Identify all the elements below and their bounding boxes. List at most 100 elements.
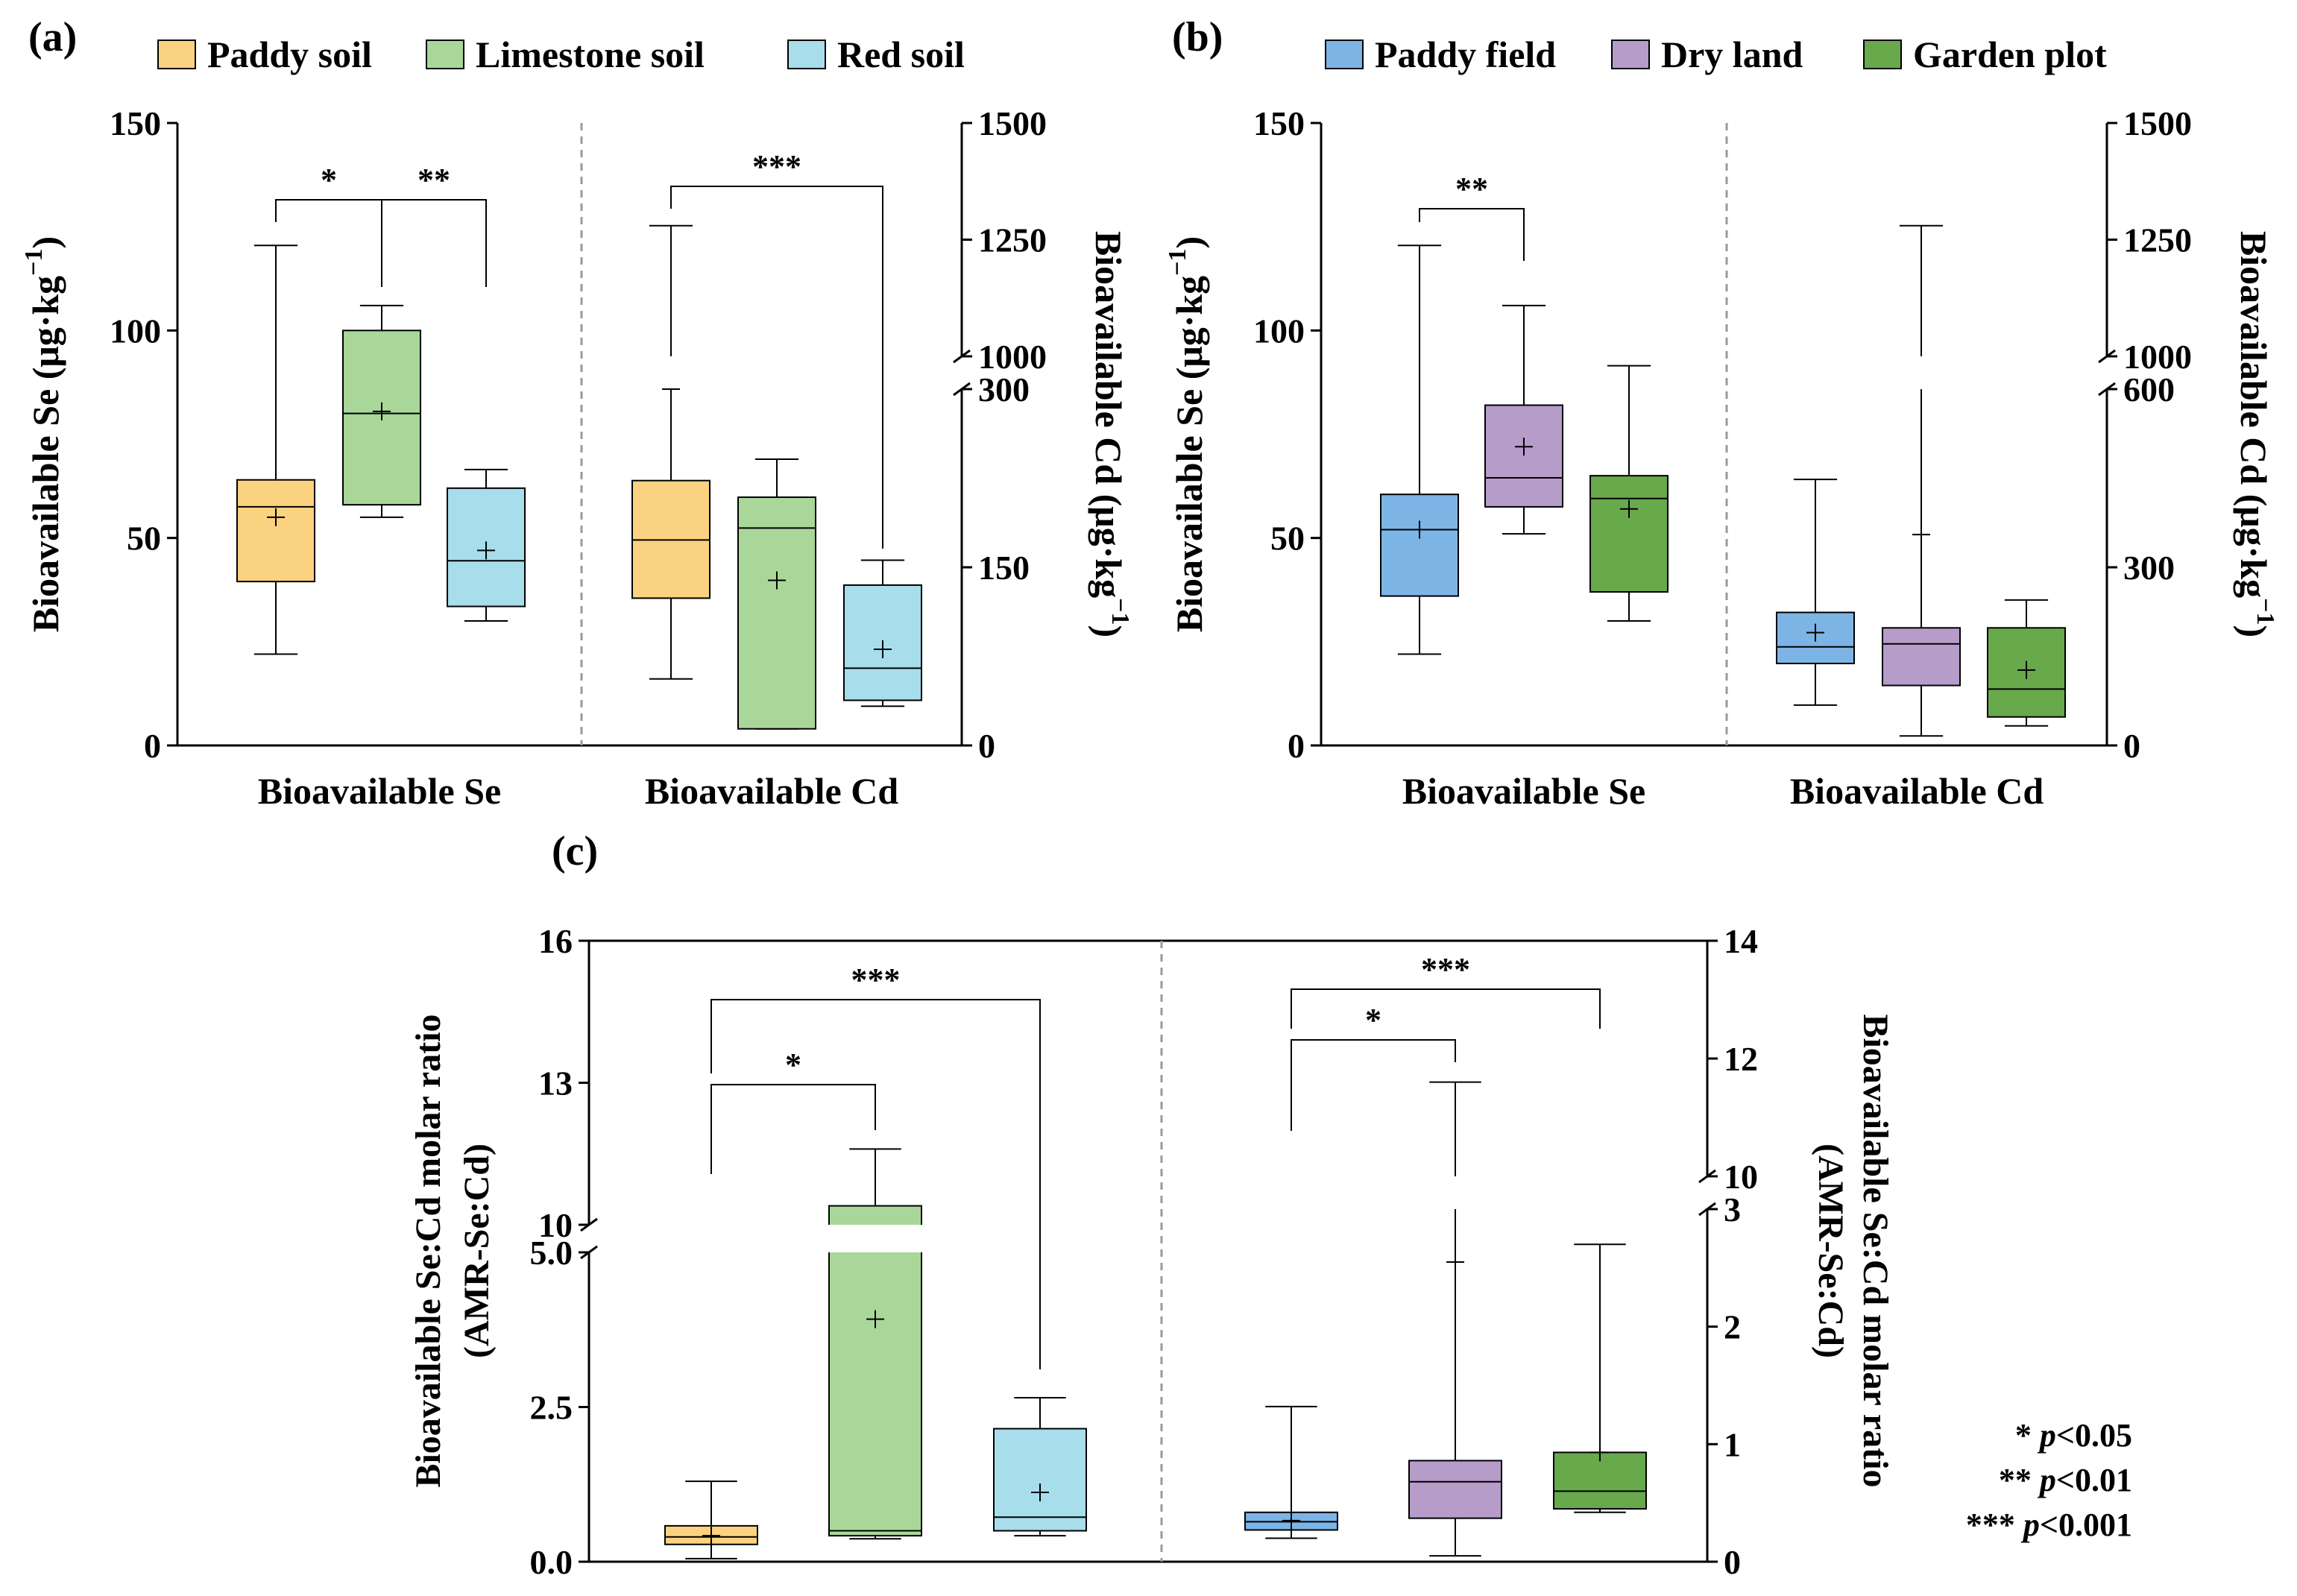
panel-a-sig-2-label: **: [418, 162, 450, 198]
pvalue-p: p: [2037, 1462, 2056, 1498]
pvalue-stars: *: [2015, 1417, 2040, 1454]
panel-c-left-tick-label: 10: [538, 1206, 573, 1244]
panel-b-whisker-break: [1918, 356, 1925, 389]
panel-a-legend-item-2-label: Red soil: [837, 34, 965, 75]
pvalue-stars: ***: [1966, 1507, 2023, 1543]
panel-c-ylabel-right-line1: Bioavailable Se:Cd molar ratio: [1856, 1014, 1895, 1487]
panel-a-right-tick-label: 0: [978, 727, 995, 765]
panel-b-ylabel-left-sup: −1: [1164, 248, 1191, 275]
panel-a-left-tick-label: 150: [110, 104, 161, 142]
panel-b-label: (b): [1172, 14, 1223, 60]
panel-b-sig-1-label: **: [1455, 171, 1488, 207]
panel-c-box-2-axis-break: [828, 1225, 922, 1252]
panel-a-left-tick-label: 0: [144, 727, 161, 765]
panel-b-legend-item-2-swatch: [1863, 40, 1902, 69]
panel-c-sig-2-label: ***: [851, 962, 901, 998]
panel-b-legend-item-0-label: Paddy field: [1375, 34, 1556, 75]
panel-a-sig-2: [381, 199, 487, 287]
panel-b-ylabel-right: Bioavailable Cd (μg·kg−1): [2233, 231, 2279, 637]
panel-c-sig-4: [1291, 988, 1601, 1029]
panel-a-right-tick-label: 300: [978, 370, 1030, 409]
panel-c-sig-4-label: ***: [1421, 951, 1470, 988]
panel-a-right-tick-label: 1000: [978, 338, 1047, 376]
panel-b-legend-item-1-label: Dry land: [1661, 34, 1803, 75]
panel-c-box-6-box: [1553, 1451, 1647, 1510]
panel-b-ylabel-left: Bioavailable Se (μg·kg−1): [1164, 236, 1210, 632]
panel-c-ylabel-left-line1: Bioavailable Se:Cd molar ratio: [409, 1014, 448, 1487]
panel-b-right-tick-label: 1250: [2123, 221, 2192, 259]
panel-b-right-tick-label: 600: [2123, 370, 2175, 409]
panel-b-legend-item-1-swatch: [1611, 40, 1650, 69]
panel-a-whisker-break: [667, 356, 675, 389]
panel-b-left-tick-label: 0: [1288, 727, 1305, 765]
pvalue-legend-item: *** p<0.001: [1966, 1507, 2132, 1543]
panel-a-ylabel-left-text: Bioavailable Se (μg·kg: [25, 276, 66, 632]
panel-c-sig-2: [710, 999, 1041, 1369]
panel-a-sig-1: [275, 199, 382, 287]
panel-a-category-label: Bioavailable Cd: [645, 770, 899, 812]
panel-b-box-2-box: [1484, 404, 1563, 508]
panel-a-ylabel-right: Bioavailable Cd (μg·kg−1): [1088, 231, 1134, 637]
pvalue-stars: **: [1999, 1462, 2040, 1498]
panel-c-ylabel-right-line2: (AMR-Se:Cd): [1811, 1144, 1850, 1358]
panel-c-left-tick-label: 0.0: [530, 1543, 573, 1581]
panel-a-ylabel-left: Bioavailable Se (μg·kg−1): [20, 236, 66, 632]
panel-a-ylabel-left-paren: ): [25, 236, 66, 249]
panel-b-ylabel-right-paren: ): [2233, 625, 2275, 638]
panel-b-category-label: Bioavailable Cd: [1790, 770, 2044, 812]
panel-a-legend-item-0-swatch: [157, 40, 196, 69]
panel-c-sig-3-label: *: [1365, 1002, 1381, 1038]
pvalue-threshold: <0.05: [2056, 1417, 2132, 1454]
panel-c-right-tick-label: 2: [1724, 1308, 1741, 1346]
panel-a-ylabel-left-sup: −1: [20, 248, 48, 275]
panel-c-box-2-box: [828, 1205, 922, 1537]
panel-c-box-3-box: [993, 1428, 1087, 1532]
panel-b-legend-item-0-swatch: [1325, 40, 1364, 69]
panel-b-box-5-box: [1882, 627, 1961, 687]
panel-c-left-tick-label: 13: [538, 1064, 573, 1103]
panel-b-box-1-box: [1380, 493, 1459, 597]
panel-b-ylabel-right-text: Bioavailable Cd (μg·kg: [2233, 231, 2275, 598]
panel-c-sig-3: [1291, 1039, 1456, 1131]
panel-b-ylabel-left-paren: ): [1168, 236, 1210, 249]
panel-c-right-tick-label: 3: [1724, 1190, 1741, 1228]
panel-a-right-tick-label: 1250: [978, 221, 1047, 259]
panel-a-legend-item-0-label: Paddy soil: [207, 34, 372, 75]
panel-b-right-tick-label: 300: [2123, 549, 2175, 587]
panel-c-left-tick-label: 5.0: [530, 1234, 573, 1272]
panel-a-ylabel-right-text: Bioavailable Cd (μg·kg: [1088, 231, 1129, 598]
pvalue-threshold: <0.001: [2040, 1507, 2132, 1543]
panel-b-right-tick-label: 1000: [2123, 338, 2192, 376]
panel-a-right-tick-label: 1500: [978, 104, 1047, 142]
panel-a-sig-1-label: *: [321, 162, 337, 198]
panel-b-ylabel-left-text: Bioavailable Se (μg·kg: [1168, 276, 1210, 632]
panel-b-ylabel-right-sup: −1: [2252, 598, 2279, 625]
panel-c-label: (c): [552, 828, 598, 874]
panel-b-legend-item-2-label: Garden plot: [1913, 34, 2107, 75]
pvalue-threshold: <0.01: [2056, 1462, 2132, 1498]
pvalue-p: p: [2020, 1507, 2040, 1543]
panel-b-right-tick-label: 1500: [2123, 104, 2192, 142]
panel-c-right-tick-label: 10: [1724, 1158, 1758, 1196]
panel-c-ylabel-left-line2: (AMR-Se:Cd): [457, 1144, 497, 1358]
panel-a-category-label: Bioavailable Se: [258, 770, 501, 812]
panel-b-box-3-box: [1589, 475, 1669, 593]
panel-c-sig-1: [710, 1084, 876, 1174]
panel-a-box-5-box: [737, 496, 816, 730]
pvalue-legend-item: ** p<0.01: [1999, 1462, 2132, 1498]
panel-c-box-5-box: [1408, 1460, 1502, 1519]
panel-b-category-label: Bioavailable Se: [1402, 770, 1645, 812]
pvalue-legend-item: * p<0.05: [2015, 1417, 2132, 1454]
panel-c-right-tick-label: 0: [1724, 1543, 1741, 1581]
pvalue-p: p: [2037, 1417, 2056, 1454]
panel-b-right-tick-label: 0: [2123, 727, 2140, 765]
panel-a-left-tick-label: 50: [127, 520, 161, 558]
panel-a-sig-3: [670, 186, 883, 549]
panel-a-label: (a): [28, 14, 77, 60]
panel-b-left-tick-label: 100: [1253, 312, 1305, 350]
panel-b-sig-1: [1419, 208, 1525, 261]
panel-c-right-tick-label: 12: [1724, 1040, 1758, 1078]
panel-a-ylabel-right-paren: ): [1088, 625, 1129, 638]
panel-a-left-tick-label: 100: [110, 312, 161, 350]
